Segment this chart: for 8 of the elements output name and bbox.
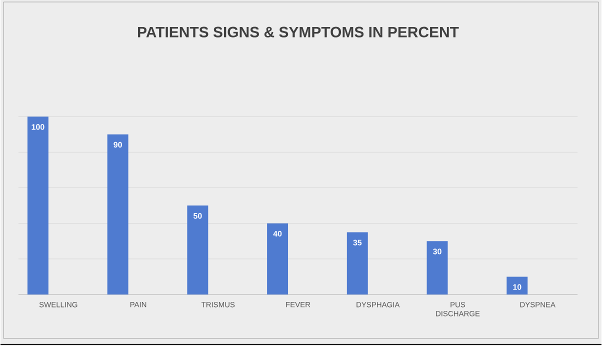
- bar: [426, 240, 448, 294]
- chart-title: PATIENTS SIGNS & SYMPTOMS IN PERCENT: [138, 26, 459, 38]
- bar: [187, 205, 208, 294]
- bar: [107, 134, 128, 294]
- bar: [506, 276, 528, 294]
- bar: [267, 223, 288, 294]
- bar: [27, 116, 48, 294]
- bar: [346, 232, 368, 294]
